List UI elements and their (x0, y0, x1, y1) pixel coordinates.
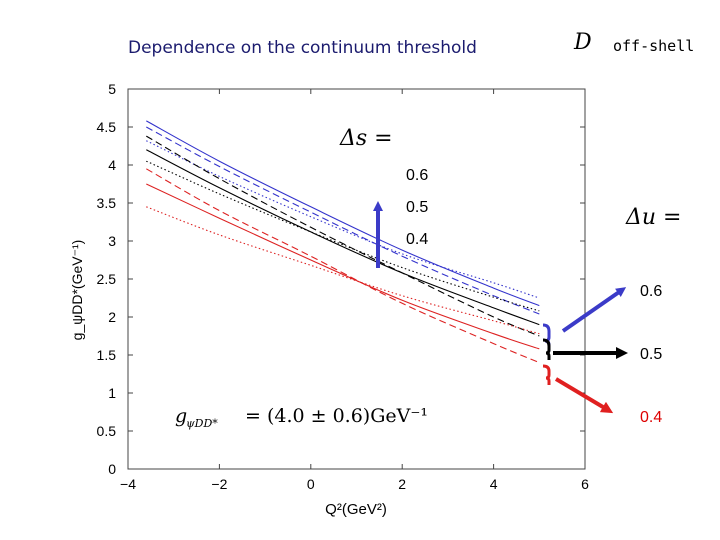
series-line-9 (146, 206, 540, 335)
series-line-3 (146, 140, 540, 299)
y-tick-label: 1.5 (97, 347, 117, 363)
d-meson-symbol: D (574, 30, 592, 55)
series-line-5 (146, 135, 540, 337)
series-line-1 (146, 120, 540, 307)
delta-s-value-3: 0.4 (406, 231, 428, 248)
delta-s-value-2: 0.5 (406, 199, 428, 216)
red-brace (542, 364, 551, 385)
y-tick-label: 4 (108, 157, 116, 173)
y-tick-label: 1 (108, 385, 116, 401)
red-arrow (554, 377, 614, 414)
delta-u-label: Δu = (625, 205, 681, 230)
series-group (146, 120, 540, 364)
delta-u-value-2: 0.5 (640, 346, 662, 363)
series-line-7 (146, 183, 540, 350)
series-line-6 (146, 160, 540, 312)
y-axis-label: g_ψDD*(GeV⁻¹) (69, 240, 85, 341)
y-tick-label: 4.5 (97, 119, 117, 135)
x-tick-label: −2 (211, 476, 227, 492)
y-tick-label: 3.5 (97, 195, 117, 211)
x-tick-label: 6 (581, 476, 589, 492)
coupling-subscript: ψDD* (186, 417, 218, 430)
coupling-rhs: = (4.0 ± 0.6)GeV⁻¹ (245, 405, 428, 427)
delta-u-value-1: 0.6 (640, 283, 662, 300)
coupling-lhs: g (175, 405, 187, 427)
x-tick-label: 4 (490, 476, 498, 492)
y-tick-label: 5 (108, 81, 116, 97)
x-tick-label: 0 (307, 476, 315, 492)
series-line-8 (146, 168, 540, 364)
y-tick-label: 3 (108, 233, 116, 249)
x-tick-label: 2 (398, 476, 406, 492)
y-tick-label: 2.5 (97, 271, 117, 287)
axes: −4 −2 0 2 4 6 0 0.5 1 1.5 2 2.5 3 3.5 4 4.5 5 (97, 81, 590, 492)
y-tick-label: 2 (108, 309, 116, 325)
black-brace (542, 338, 551, 360)
y-tick-label: 0 (108, 461, 116, 477)
series-line-4 (146, 149, 540, 326)
off-shell-label: off-shell (613, 37, 695, 55)
series-line-2 (146, 126, 540, 315)
delta-s-value-1: 0.6 (406, 167, 428, 184)
x-tick-label: −4 (120, 476, 136, 492)
y-tick-label: 0.5 (97, 423, 117, 439)
delta-u-value-3: 0.4 (640, 409, 662, 426)
slide-title: Dependence on the continuum threshold (128, 38, 477, 58)
x-axis-label: Q²(GeV²) (325, 501, 387, 518)
blue-arrow (561, 287, 627, 333)
delta-s-label: Δs = (339, 126, 393, 151)
